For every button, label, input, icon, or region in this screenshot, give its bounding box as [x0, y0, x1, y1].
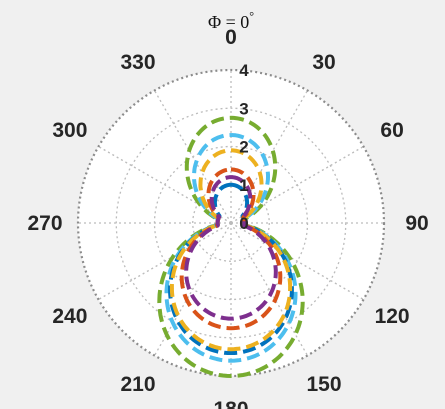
- angle-tick-label: 60: [380, 119, 403, 142]
- angle-tick-label: 270: [27, 212, 62, 235]
- series-curve-1: [157, 115, 305, 378]
- polar-grid: [76, 68, 386, 378]
- chart-title-main: Φ = 0: [208, 12, 249, 32]
- angle-tick-label: 180: [213, 398, 248, 409]
- radial-tick-label: 0: [239, 214, 248, 233]
- radial-tick-label: 1: [239, 176, 248, 195]
- series-curve-6: [184, 175, 278, 321]
- angle-tick-label: 0: [225, 26, 237, 49]
- radial-tick-labels: 0 1 2 3 4: [239, 61, 249, 233]
- angle-tick-label: 240: [52, 305, 87, 328]
- grid-spoke-330: [153, 90, 232, 224]
- angle-tick-labels: 0306090120150180210240270300330: [27, 26, 428, 409]
- angle-tick-label: 330: [120, 51, 155, 74]
- grid-spoke-300: [98, 145, 232, 224]
- grid-spoke-150: [230, 222, 309, 356]
- grid-spoke-120: [230, 222, 364, 301]
- grid-spoke-210: [153, 222, 232, 356]
- angle-tick-label: 300: [52, 119, 87, 142]
- angle-tick-label: 120: [375, 305, 410, 328]
- series-curve-2: [164, 133, 298, 363]
- angle-tick-label: 150: [306, 373, 341, 396]
- series-group: [157, 115, 305, 378]
- angle-tick-label: 30: [312, 51, 335, 74]
- angle-tick-label: 90: [405, 212, 428, 235]
- chart-title-degree: °: [249, 9, 254, 23]
- grid-spoke-30: [230, 90, 309, 224]
- chart-title: Φ = 0°: [208, 9, 254, 32]
- angle-tick-label: 210: [120, 373, 155, 396]
- radial-tick-label: 2: [239, 138, 248, 157]
- grid-ring-3: [115, 107, 347, 339]
- grid-ring-1: [192, 184, 270, 262]
- series-curve-4: [169, 148, 293, 352]
- radial-tick-label: 4: [239, 61, 249, 80]
- grid-spoke-240: [98, 222, 232, 301]
- radial-tick-label: 3: [239, 99, 248, 118]
